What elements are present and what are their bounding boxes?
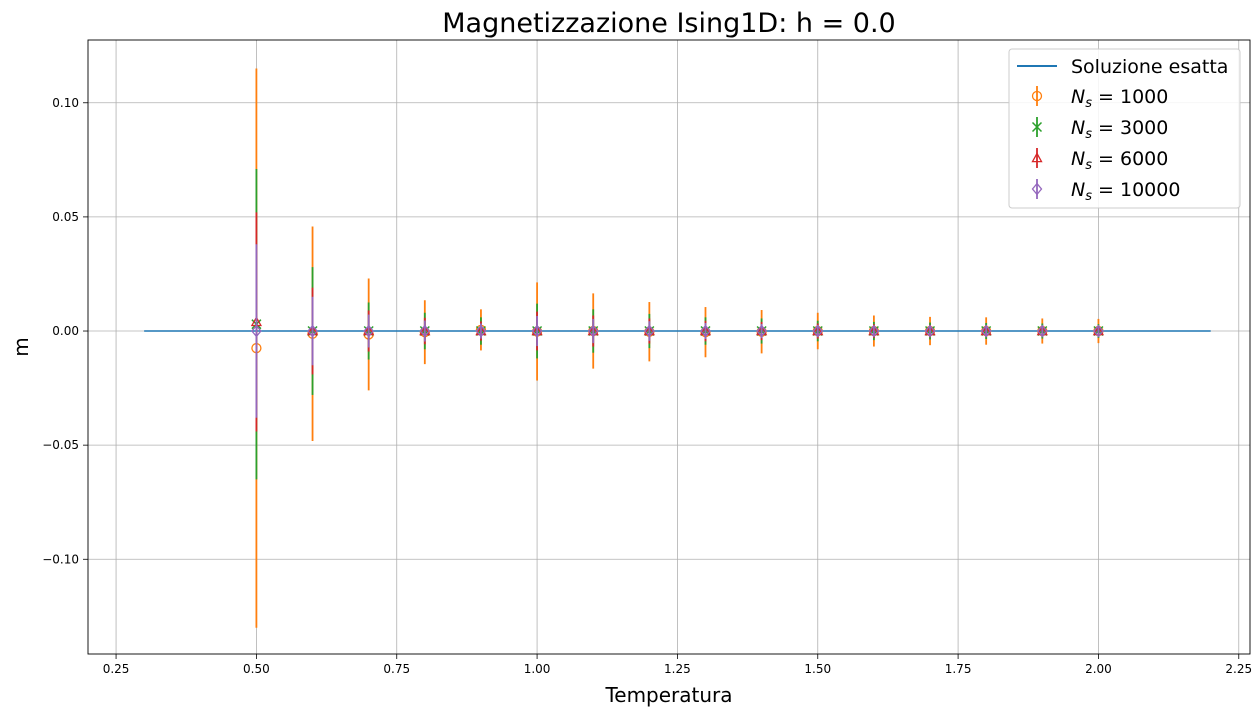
chart-title: Magnetizzazione Ising1D: h = 0.0 xyxy=(442,8,895,39)
marker-diamond xyxy=(587,324,599,338)
y-tick-label: −0.05 xyxy=(42,438,79,452)
legend-label: Ns = 10000 xyxy=(1071,179,1180,204)
marker-x xyxy=(1031,121,1043,133)
legend-label: Ns = 3000 xyxy=(1071,117,1168,142)
y-axis-label: m xyxy=(9,337,33,356)
legend-entry-ns-1000: Ns = 1000 xyxy=(1031,86,1168,111)
marker-diamond xyxy=(700,324,711,338)
y-tick-label: 0.10 xyxy=(52,96,79,110)
marker-diamond xyxy=(475,324,487,338)
plot-frame xyxy=(87,39,1251,655)
marker-circle xyxy=(1031,90,1043,102)
y-tick-label: −0.10 xyxy=(42,552,79,566)
legend: Soluzione esatta Ns = 1000 Ns = 3000 Ns = … xyxy=(1008,48,1241,209)
x-tick-label: 2.00 xyxy=(1085,662,1112,676)
marker-diamond xyxy=(924,324,936,338)
x-tick-label: 2.25 xyxy=(1225,662,1252,676)
marker-diamond xyxy=(1093,324,1104,338)
marker-diamond xyxy=(1036,324,1048,338)
x-tick-label: 0.75 xyxy=(383,662,410,676)
marker-diamond xyxy=(531,324,543,338)
legend-box xyxy=(1008,48,1241,209)
x-tick-label: 1.75 xyxy=(945,662,972,676)
y-tick-label: 0.05 xyxy=(52,210,79,224)
marker-diamond xyxy=(980,324,992,338)
marker-diamond xyxy=(812,324,824,338)
x-tick-label: 0.25 xyxy=(103,662,130,676)
marker-diamond xyxy=(1031,182,1043,196)
series-ns-10000 xyxy=(251,244,1104,418)
legend-entry-ns-3000: Ns = 3000 xyxy=(1031,117,1168,142)
legend-entry-ns-10000: Ns = 10000 xyxy=(1031,179,1180,204)
marker-diamond xyxy=(251,324,262,338)
x-axis-label: Temperatura xyxy=(604,683,732,707)
marker-diamond xyxy=(868,324,880,338)
marker-diamond xyxy=(307,324,318,338)
marker-triangle xyxy=(1031,152,1043,163)
x-tick-label: 1.25 xyxy=(664,662,691,676)
legend-label: Ns = 1000 xyxy=(1071,86,1168,111)
legend-label-exact: Soluzione esatta xyxy=(1071,56,1228,78)
x-tick-label: 1.00 xyxy=(524,662,551,676)
y-tick-label: 0.00 xyxy=(52,324,79,338)
legend-entry-ns-6000: Ns = 6000 xyxy=(1031,148,1168,173)
marker-diamond xyxy=(644,324,655,338)
marker-diamond xyxy=(419,324,431,338)
x-tick-label: 1.50 xyxy=(804,662,831,676)
legend-label: Ns = 6000 xyxy=(1071,148,1168,173)
marker-diamond xyxy=(756,324,767,338)
x-tick-label: 0.50 xyxy=(243,662,270,676)
axis-ticks: 0.25 0.50 0.75 1.00 1.25 1.50 1.75 2.00 2.25 −0.1… xyxy=(42,96,1252,676)
marker-diamond xyxy=(363,324,375,338)
data-series xyxy=(250,68,1105,628)
